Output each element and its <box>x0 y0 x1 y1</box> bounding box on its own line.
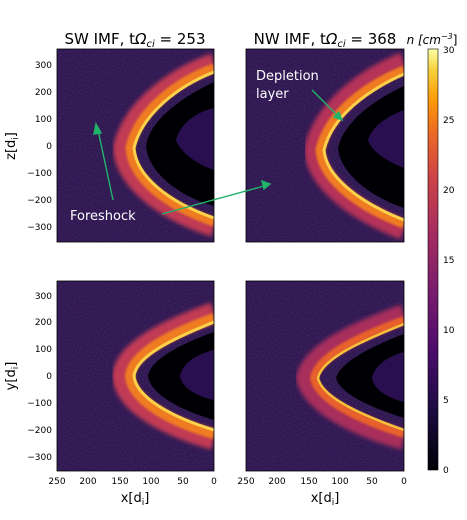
cbar-tick-5: 5 <box>443 396 449 406</box>
panel-sw-y <box>57 281 214 471</box>
ylabel-top: z[di] <box>4 132 21 160</box>
ytick-bot-m100: −100 <box>27 399 52 409</box>
ytick-bot-300: 300 <box>35 292 52 302</box>
xtick-l-200: 200 <box>79 477 96 487</box>
xticks-left: 250 200 150 100 50 0 <box>48 477 217 487</box>
cbar-tick-25: 25 <box>443 116 454 126</box>
xtick-r-150: 150 <box>300 477 317 487</box>
title-right: NW IMF, tΩci = 368 <box>254 30 397 50</box>
ytick-top-0: 0 <box>46 142 52 152</box>
ytick-bot-100: 100 <box>35 345 52 355</box>
colorbar-label: n [cm−3] <box>407 32 458 47</box>
colorbar <box>427 48 439 471</box>
xtick-r-250: 250 <box>237 477 254 487</box>
panel-frame-bl <box>56 280 215 472</box>
xticks-right: 250 200 150 100 50 0 <box>237 477 407 487</box>
annotation-arrows <box>93 89 344 215</box>
panel-nw-z <box>246 49 404 242</box>
panel-frame-tr <box>245 48 405 243</box>
ytick-top-m100: −100 <box>27 169 52 179</box>
ylabel-bottom: y[di] <box>4 362 21 391</box>
ytick-top-m300: −300 <box>27 223 52 233</box>
depletion-label-line2: layer <box>256 87 289 102</box>
yticks-bottom: 300 200 100 0 −100 −200 −300 <box>27 292 52 463</box>
xtick-l-0: 0 <box>211 477 217 487</box>
xtick-l-150: 150 <box>111 477 128 487</box>
arrow-foreshock-right <box>161 185 265 215</box>
panel-frame-br <box>245 280 405 472</box>
panel-frame-tl <box>56 48 215 243</box>
cbar-tick-30: 30 <box>443 46 455 56</box>
title-left: SW IMF, tΩci = 253 <box>64 30 205 50</box>
ytick-top-200: 200 <box>35 88 52 98</box>
ytick-bot-m300: −300 <box>27 453 52 463</box>
ytick-top-100: 100 <box>35 115 52 125</box>
xlabel-left: x[di] <box>121 491 150 508</box>
cbar-tick-10: 10 <box>443 326 455 336</box>
xtick-l-100: 100 <box>142 477 159 487</box>
cbar-tick-0: 0 <box>443 466 449 476</box>
ytick-bot-200: 200 <box>35 318 52 328</box>
xtick-l-50: 50 <box>177 477 189 487</box>
ytick-top-m200: −200 <box>27 196 52 206</box>
panel-sw-z <box>57 49 214 242</box>
xtick-r-200: 200 <box>268 477 285 487</box>
ytick-top-300: 300 <box>35 61 52 71</box>
arrow-foreshock-left <box>97 129 114 201</box>
xtick-r-100: 100 <box>331 477 348 487</box>
depletion-label-line1: Depletion <box>256 69 319 84</box>
panel-nw-y <box>246 281 404 471</box>
xtick-r-0: 0 <box>401 477 407 487</box>
xtick-l-250: 250 <box>48 477 65 487</box>
ytick-bot-m200: −200 <box>27 426 52 436</box>
colorbar-ticks: 0 5 10 15 20 25 30 <box>443 46 455 476</box>
arrowhead-depletion <box>332 110 344 122</box>
arrowhead-foreshock-left <box>93 121 103 135</box>
cbar-tick-20: 20 <box>443 186 455 196</box>
arrowhead-foreshock-right <box>260 179 272 191</box>
xtick-r-50: 50 <box>366 477 378 487</box>
arrow-depletion <box>311 89 339 117</box>
foreshock-label: Foreshock <box>70 209 136 224</box>
xlabel-right: x[di] <box>311 491 340 508</box>
yticks-top: 300 200 100 0 −100 −200 −300 <box>27 61 52 233</box>
ytick-bot-0: 0 <box>46 372 52 382</box>
cbar-tick-15: 15 <box>443 256 454 266</box>
